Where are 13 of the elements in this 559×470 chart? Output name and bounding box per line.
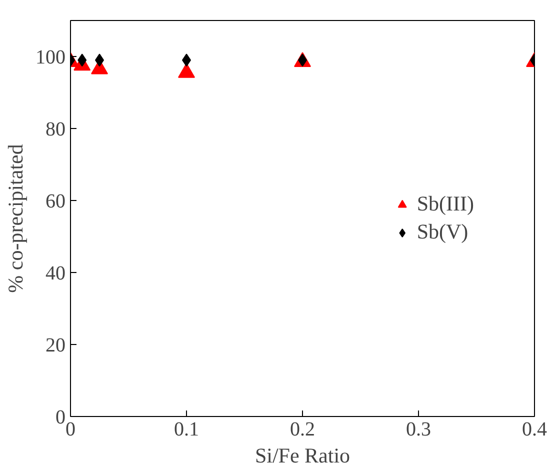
y-tick-label: 40 bbox=[46, 262, 66, 284]
x-axis-title: Si/Fe Ratio bbox=[254, 444, 350, 468]
x-tick-label: 0.3 bbox=[406, 418, 431, 440]
y-tick-label: 100 bbox=[36, 46, 66, 68]
y-tick-label: 80 bbox=[46, 118, 66, 140]
y-tick-label: 20 bbox=[46, 334, 66, 356]
x-tick-label: 0.2 bbox=[290, 418, 315, 440]
x-tick-label: 0.4 bbox=[522, 418, 547, 440]
y-axis-title: % co-precipitated bbox=[4, 144, 28, 293]
y-tick-label: 60 bbox=[46, 190, 66, 212]
legend-label: Sb(III) bbox=[416, 192, 474, 216]
x-tick-label: 0.1 bbox=[174, 418, 199, 440]
legend-label: Sb(V) bbox=[416, 220, 468, 244]
